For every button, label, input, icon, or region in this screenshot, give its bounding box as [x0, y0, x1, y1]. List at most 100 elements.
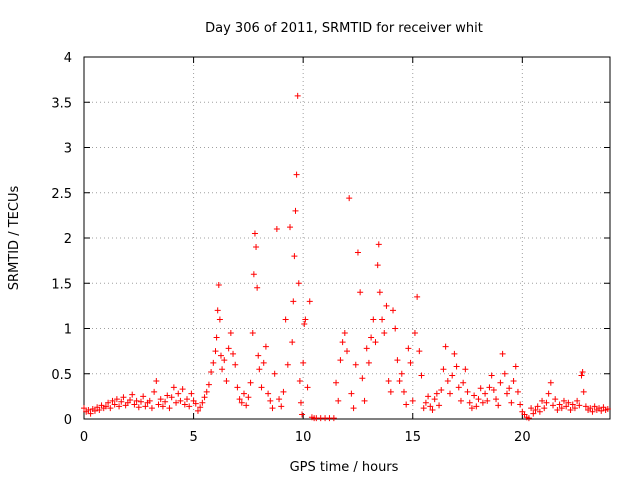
data-point [133, 397, 140, 404]
data-point [525, 415, 532, 422]
data-point [175, 390, 182, 397]
data-point [425, 393, 432, 400]
data-point [539, 397, 546, 404]
data-point [254, 284, 261, 291]
data-point [444, 377, 451, 384]
data-point [420, 405, 427, 412]
data-point [379, 316, 386, 323]
data-point [140, 393, 147, 400]
data-point [262, 343, 269, 350]
data-point [479, 399, 486, 406]
data-point [604, 406, 611, 413]
data-point [170, 384, 177, 391]
data-point [269, 405, 276, 412]
data-point [344, 348, 350, 355]
data-point [197, 404, 204, 411]
data-point [137, 398, 144, 405]
plot-frame [83, 56, 611, 420]
data-point [179, 386, 186, 393]
x-tick-label: 5 [189, 430, 197, 445]
data-point [541, 405, 548, 412]
data-point [405, 345, 412, 352]
data-point [534, 403, 541, 410]
y-axis-label: SRMTID / TECUs [7, 186, 22, 291]
data-point [556, 401, 563, 408]
data-point [91, 407, 98, 414]
data-point [433, 390, 440, 397]
data-point [354, 249, 361, 256]
data-point [203, 388, 210, 395]
data-point [545, 390, 552, 397]
data-point [297, 399, 304, 406]
data-point [247, 379, 254, 386]
data-point [403, 401, 410, 408]
data-point [591, 403, 598, 410]
data-point [508, 399, 515, 406]
data-point [488, 372, 495, 379]
data-point [335, 397, 342, 404]
data-point [304, 384, 311, 391]
data-point [81, 405, 87, 412]
data-point [550, 402, 557, 409]
data-point [164, 392, 171, 399]
data-point [127, 396, 134, 403]
data-point [431, 396, 438, 403]
data-point [357, 289, 364, 296]
data-point [376, 289, 383, 296]
data-point [473, 403, 480, 410]
data-point [418, 372, 425, 379]
data-point [339, 339, 346, 346]
data-point [558, 405, 565, 412]
x-tick-label: 0 [80, 430, 88, 445]
data-point [251, 230, 258, 237]
data-point [146, 397, 153, 404]
data-point [563, 403, 570, 410]
x-tick-label: 10 [295, 430, 312, 445]
y-tick-label: 0.5 [51, 368, 72, 383]
data-point [278, 403, 285, 410]
data-point [181, 401, 188, 408]
data-point [536, 408, 543, 415]
data-point [598, 407, 605, 414]
data-point [416, 348, 423, 355]
x-axis-label: GPS time / hours [290, 460, 399, 475]
data-point [194, 407, 201, 414]
y-tick-label: 2.5 [51, 187, 72, 202]
data-point [168, 394, 175, 401]
data-point [201, 394, 208, 401]
data-point [273, 225, 280, 232]
data-point [212, 348, 219, 355]
data-point [346, 195, 353, 202]
data-point [363, 345, 370, 352]
data-point [330, 415, 337, 422]
data-point [436, 402, 443, 409]
data-point [265, 390, 272, 397]
data-point [501, 370, 508, 377]
data-point [565, 399, 572, 406]
data-point [225, 345, 232, 352]
data-point [284, 361, 291, 368]
data-point [192, 400, 199, 407]
data-point [215, 282, 222, 289]
data-point [495, 402, 502, 409]
x-tick-label: 20 [514, 430, 531, 445]
data-point [552, 396, 559, 403]
y-tick-label: 3 [64, 142, 72, 157]
data-point [517, 401, 524, 408]
data-point [506, 385, 513, 392]
data-point [116, 403, 123, 410]
data-point [400, 388, 407, 395]
data-point [223, 377, 230, 384]
data-point [216, 316, 223, 323]
data-point [184, 396, 191, 403]
data-point [532, 406, 539, 413]
data-point [348, 390, 355, 397]
data-point [217, 352, 224, 359]
data-point [462, 366, 469, 373]
data-point [370, 316, 377, 323]
y-tick-label: 2 [64, 232, 72, 247]
data-point [440, 366, 447, 373]
data-point [582, 403, 589, 410]
data-point [131, 401, 138, 408]
